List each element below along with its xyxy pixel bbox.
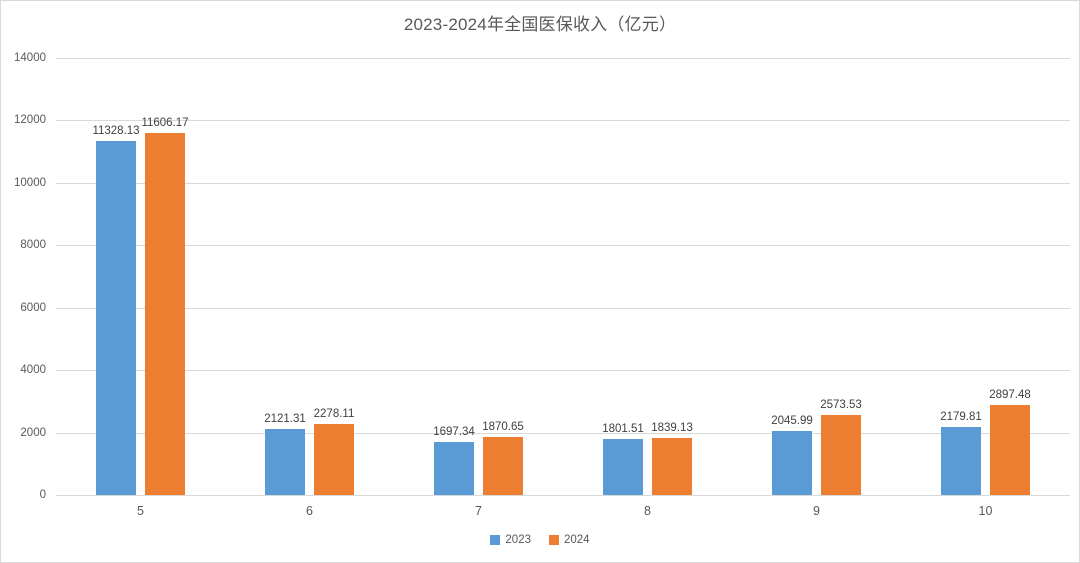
gridline (56, 58, 1070, 59)
bar-value-label-2023-month-8: 1801.51 (602, 422, 644, 435)
bar-value-label-2024-month-7: 1870.65 (482, 420, 524, 433)
x-axis-tick-label: 7 (475, 504, 482, 518)
bar-2024-month-8[interactable] (652, 437, 692, 495)
bar-value-label-2023-month-7: 1697.34 (433, 426, 475, 439)
y-axis-tick-label: 2000 (20, 426, 46, 439)
gridline (56, 245, 1070, 247)
y-axis-tick-label: 10000 (14, 176, 46, 189)
bar-2024-month-9[interactable] (821, 414, 861, 495)
gridline (56, 182, 1070, 184)
bar-value-label-2024-month-8: 1839.13 (651, 421, 693, 434)
y-axis-tick-label: 12000 (14, 114, 46, 127)
bar-value-label-2023-month-9: 2045.99 (771, 415, 813, 428)
bar-2024-month-7[interactable] (483, 436, 523, 495)
bar-value-label-2024-month-6: 2278.11 (313, 407, 355, 420)
legend-label-2024: 2024 (564, 534, 590, 546)
legend-swatch-2024-icon (549, 535, 559, 545)
y-axis-tick-label: 8000 (20, 239, 46, 252)
bar-2023-month-6[interactable] (265, 428, 305, 495)
x-axis-tick-label: 6 (306, 504, 313, 518)
x-axis-tick-label: 9 (813, 504, 820, 518)
y-axis-tick-label: 14000 (14, 52, 46, 64)
bar-2023-month-5[interactable] (96, 141, 136, 495)
gridline (56, 495, 1070, 496)
bar-2024-month-10[interactable] (990, 404, 1030, 495)
y-axis-tick-label: 0 (39, 489, 46, 501)
legend-item-2024[interactable]: 2024 (549, 534, 590, 546)
bar-value-label-2023-month-10: 2179.81 (940, 410, 982, 423)
legend: 2023 2024 (1, 534, 1079, 546)
x-axis-tick-label: 10 (978, 504, 993, 518)
bar-value-label-2023-month-6: 2121.31 (264, 412, 306, 425)
chart-title: 2023-2024年全国医保收入（亿元） (403, 15, 677, 34)
bar-value-label-2023-month-5: 11328.13 (92, 125, 140, 138)
gridline (56, 432, 1070, 434)
gridline (56, 370, 1070, 372)
legend-label-2023: 2023 (505, 534, 531, 546)
legend-item-2023[interactable]: 2023 (490, 534, 531, 546)
bar-2023-month-7[interactable] (434, 442, 474, 495)
bar-2023-month-8[interactable] (603, 438, 643, 495)
x-axis-tick-label: 5 (137, 504, 144, 518)
x-axis-tick-label: 8 (644, 504, 651, 518)
bar-value-label-2024-month-10: 2897.48 (989, 388, 1031, 401)
bar-2024-month-6[interactable] (314, 423, 354, 495)
gridline (56, 307, 1070, 309)
y-axis-tick-label: 4000 (20, 364, 46, 377)
bar-2024-month-5[interactable] (145, 132, 185, 495)
gridline (56, 120, 1070, 122)
bar-2023-month-10[interactable] (941, 426, 981, 495)
bar-value-label-2024-month-9: 2573.53 (820, 398, 862, 411)
y-axis-tick-label: 6000 (20, 301, 46, 314)
bar-2023-month-9[interactable] (772, 431, 812, 495)
legend-swatch-2023-icon (490, 535, 501, 545)
bar-value-label-2024-month-5: 11606.17 (141, 116, 189, 129)
